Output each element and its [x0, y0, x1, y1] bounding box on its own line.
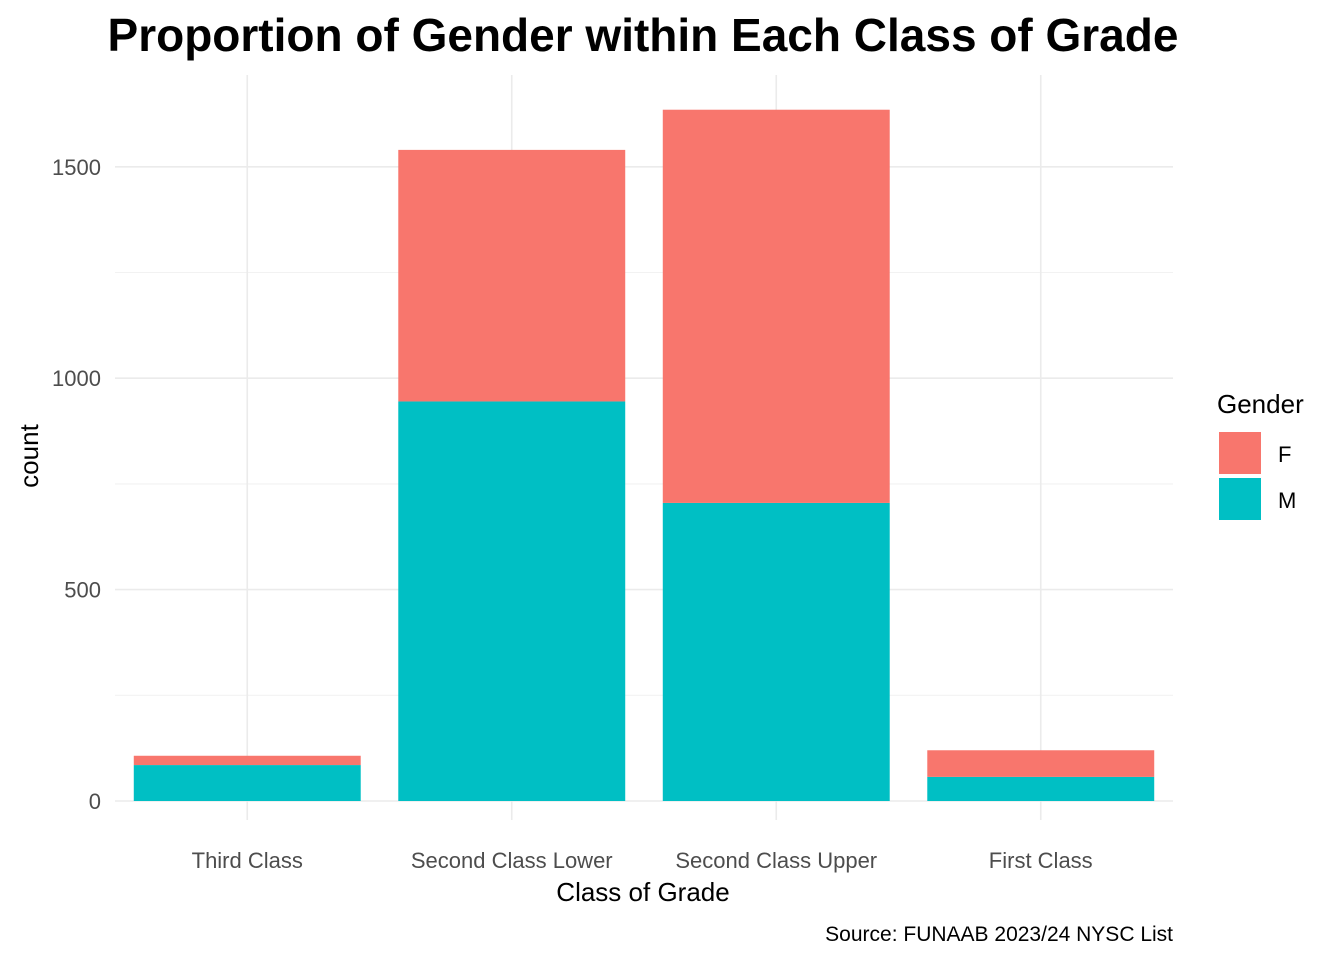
bar-m-first-class: [927, 776, 1155, 801]
grid-lines: [115, 75, 1173, 820]
x-axis-title: Class of Grade: [556, 877, 729, 907]
caption: Source: FUNAAB 2023/24 NYSC List: [825, 923, 1173, 946]
bar-f-second-class-upper: [662, 109, 890, 503]
legend: Gender FM: [1217, 389, 1304, 520]
y-tick-label: 1000: [52, 366, 101, 391]
bar-m-third-class: [133, 765, 361, 801]
x-tick-label: Second Class Lower: [411, 848, 613, 873]
bar-m-second-class-lower: [398, 401, 626, 801]
legend-label-f: F: [1278, 442, 1291, 467]
y-axis-title: count: [14, 423, 44, 487]
y-tick-label: 1500: [52, 155, 101, 180]
x-tick-label: First Class: [989, 848, 1093, 873]
legend-swatch-m: [1219, 478, 1261, 520]
x-tick-label: Second Class Upper: [675, 848, 877, 873]
x-axis-ticks: Third Class Second Class Lower Second Clas…: [192, 848, 1093, 873]
y-tick-label: 500: [64, 578, 101, 603]
x-tick-label: Third Class: [192, 848, 303, 873]
legend-title: Gender: [1217, 389, 1304, 419]
chart-title: Proportion of Gender within Each Class o…: [108, 9, 1179, 61]
bar-f-first-class: [927, 750, 1155, 777]
legend-label-m: M: [1278, 488, 1296, 513]
bars: [133, 109, 1155, 801]
y-axis-ticks: 0 500 1000 1500: [52, 155, 101, 814]
bar-f-second-class-lower: [398, 149, 626, 402]
y-tick-label: 0: [89, 789, 101, 814]
bar-f-third-class: [133, 755, 361, 766]
bar-m-second-class-upper: [662, 502, 890, 801]
legend-swatch-f: [1219, 432, 1261, 474]
